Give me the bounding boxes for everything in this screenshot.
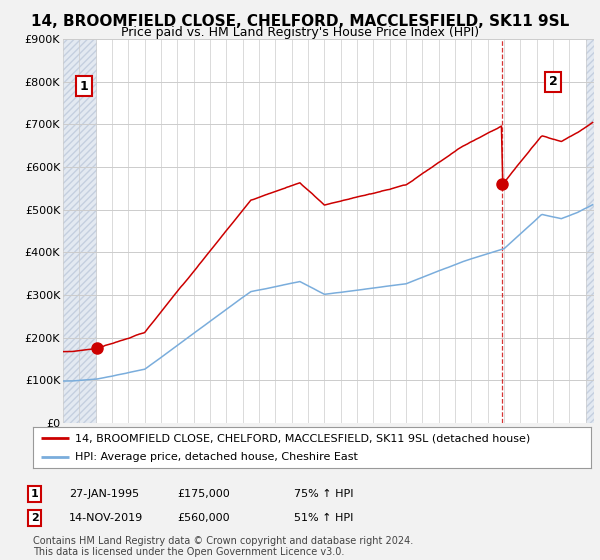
Text: 2: 2 (549, 76, 557, 88)
Text: 2: 2 (31, 513, 38, 523)
Text: £175,000: £175,000 (177, 489, 230, 499)
Text: Price paid vs. HM Land Registry's House Price Index (HPI): Price paid vs. HM Land Registry's House … (121, 26, 479, 39)
Text: Contains HM Land Registry data © Crown copyright and database right 2024.
This d: Contains HM Land Registry data © Crown c… (33, 535, 413, 557)
Bar (63, 39, 97, 423)
Text: 27-JAN-1995: 27-JAN-1995 (69, 489, 139, 499)
Text: 75% ↑ HPI: 75% ↑ HPI (294, 489, 353, 499)
Text: £560,000: £560,000 (177, 513, 230, 523)
Text: HPI: Average price, detached house, Cheshire East: HPI: Average price, detached house, Ches… (75, 452, 358, 461)
Text: 51% ↑ HPI: 51% ↑ HPI (294, 513, 353, 523)
Text: 1: 1 (31, 489, 38, 499)
Text: 14, BROOMFIELD CLOSE, CHELFORD, MACCLESFIELD, SK11 9SL (detached house): 14, BROOMFIELD CLOSE, CHELFORD, MACCLESF… (75, 433, 530, 443)
Text: 1: 1 (80, 80, 89, 92)
Text: 14-NOV-2019: 14-NOV-2019 (69, 513, 143, 523)
Bar (586, 39, 594, 423)
Text: 14, BROOMFIELD CLOSE, CHELFORD, MACCLESFIELD, SK11 9SL: 14, BROOMFIELD CLOSE, CHELFORD, MACCLESF… (31, 14, 569, 29)
